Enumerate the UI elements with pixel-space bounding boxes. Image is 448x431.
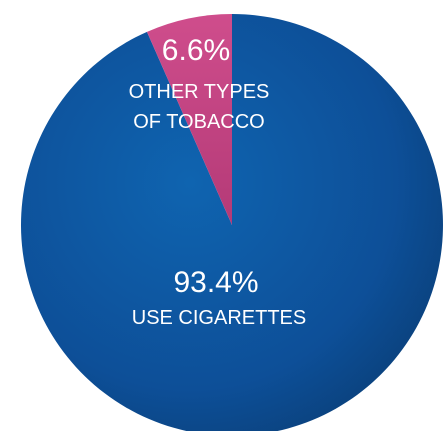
pie-label-cigarettes-text: USE CIGARETTES [132, 307, 306, 329]
pie-label-other-tobacco-text: OF TOBACCO [133, 111, 265, 133]
pie-label-cigarettes-value: 93.4% [173, 266, 258, 299]
pie-slice-other-tobacco [146, 14, 232, 225]
pie-slice-cigarettes [21, 14, 443, 431]
pie-label-other-tobacco-text: OTHER TYPES [129, 81, 270, 103]
pie-slices [21, 14, 443, 431]
pie-label-other-tobacco-value: 6.6% [162, 34, 230, 67]
pie-labels: 6.6% OTHER TYPES OF TOBACCO 93.4% USE CIGARE… [129, 34, 307, 329]
